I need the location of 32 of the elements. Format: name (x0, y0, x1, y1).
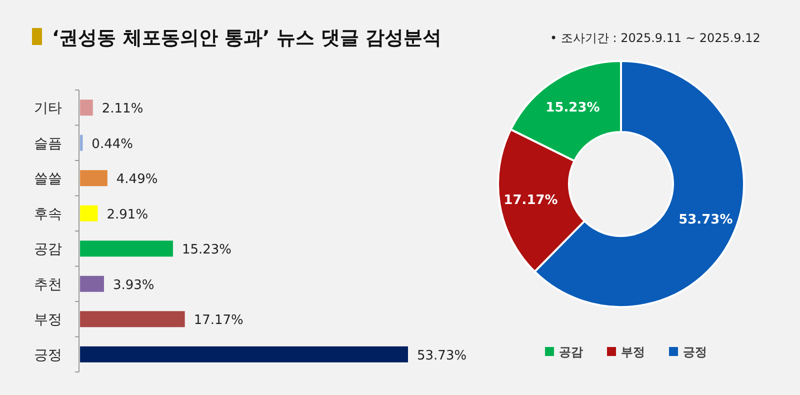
bar (80, 205, 98, 222)
y-tick-label: 공감 (34, 242, 62, 258)
data-label: 0.44% (92, 136, 133, 152)
data-label: 17.17% (194, 313, 244, 328)
data-label: 2.11% (102, 102, 144, 117)
data-label: 17.17% (504, 193, 558, 208)
bar (80, 170, 108, 186)
data-label: 53.73% (417, 348, 467, 364)
bar (80, 240, 173, 257)
data-label: 2.91% (106, 207, 148, 222)
y-tick-label: 부정 (34, 312, 62, 328)
data-label: 53.73% (678, 212, 733, 228)
y-tick-label: 쓸쓸 (34, 171, 62, 188)
y-tick-label: 슬픔 (34, 136, 62, 152)
chart-title: ‘권성동 체포동의안 통과’ 뉴스 댓글 감성분석 (52, 27, 442, 49)
chart-subtitle: • 조사기간 : 2025.9.11 ~ 2025.9.12 (550, 31, 760, 45)
y-tick-label: 긍정 (34, 347, 62, 364)
y-tick-label: 추천 (34, 276, 62, 293)
y-tick-label: 후속 (34, 206, 62, 222)
data-label: 15.23% (546, 100, 600, 116)
bar (80, 311, 185, 328)
data-label: 15.23% (182, 242, 232, 258)
data-label: 3.93% (112, 278, 154, 293)
bar (80, 100, 93, 116)
legend-label: 부정 (621, 345, 645, 359)
legend-label: 긍정 (683, 345, 707, 359)
bar (80, 134, 83, 151)
bar (80, 346, 408, 362)
bar (80, 276, 104, 292)
legend-label: 공감 (559, 345, 583, 359)
data-label: 4.49% (116, 172, 158, 188)
y-tick-label: 기타 (34, 100, 62, 117)
